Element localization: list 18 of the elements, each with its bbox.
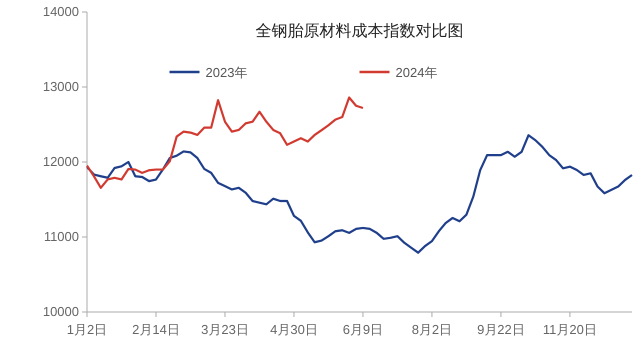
x-tick-label: 2月14日 — [132, 322, 180, 337]
x-tick-label: 11月20日 — [542, 322, 597, 337]
legend-label: 2023年 — [206, 65, 248, 80]
line-series — [86, 96, 364, 189]
y-tick-label: 13000 — [42, 79, 79, 94]
legend-label: 2024年 — [396, 65, 438, 80]
y-tick-label: 12000 — [42, 154, 79, 169]
x-tick-label: 6月9日 — [342, 322, 384, 337]
x-tick-label: 3月23日 — [201, 322, 249, 337]
x-tick-label: 8月2日 — [412, 322, 452, 337]
x-tick-label: 9月22日 — [477, 322, 525, 337]
text: 全钢胎原材料成本指数对比图 — [256, 22, 464, 40]
y-tick-label: 14000 — [42, 4, 79, 19]
x-tick-label: 1月2日 — [66, 322, 108, 337]
y-tick-label: 10000 — [42, 304, 79, 319]
x-tick-label: 4月30日 — [270, 322, 318, 337]
y-tick-label: 11000 — [44, 229, 79, 244]
line-series — [86, 134, 634, 254]
